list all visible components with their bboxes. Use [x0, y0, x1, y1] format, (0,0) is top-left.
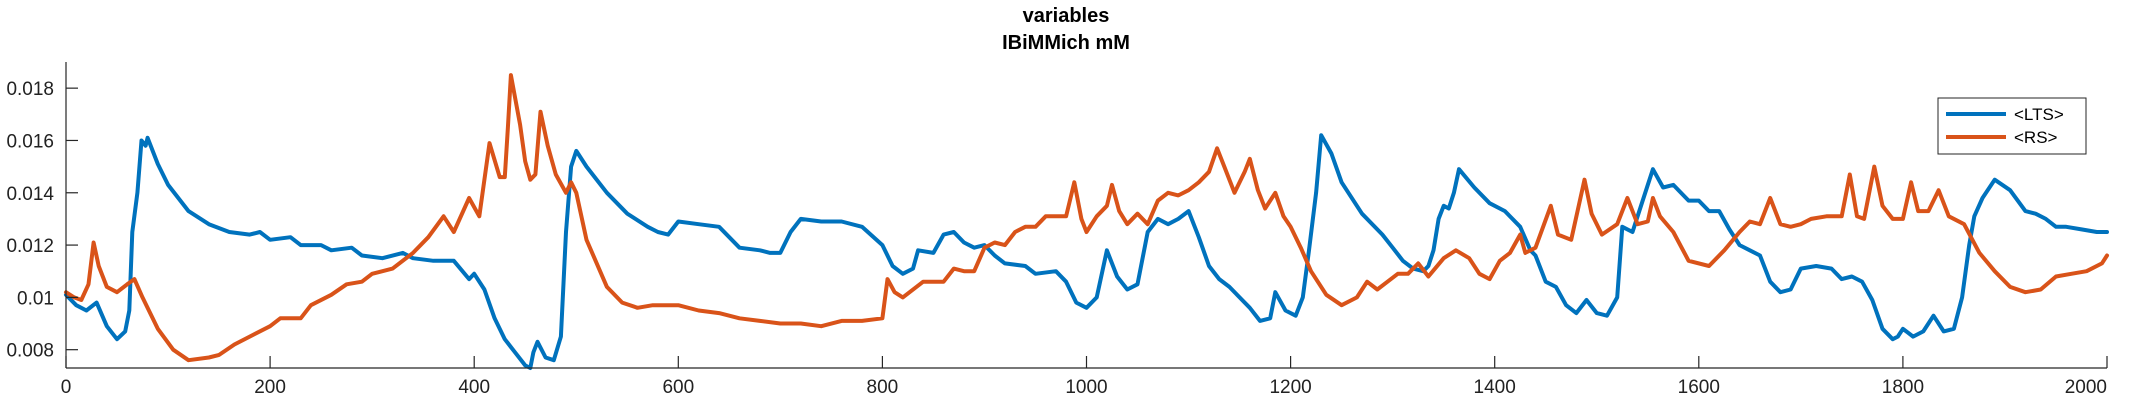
- x-tick-label: 1800: [1882, 377, 1924, 398]
- x-tick-label: 600: [662, 377, 694, 398]
- x-tick-label: 1400: [1474, 377, 1516, 398]
- x-tick-label: 1000: [1065, 377, 1107, 398]
- y-tick-label: 0.012: [6, 236, 54, 257]
- y-tick-label: 0.016: [6, 131, 54, 152]
- y-tick-label: 0.014: [6, 184, 54, 205]
- y-tick-label: 0.01: [17, 288, 54, 309]
- y-tick-label: 0.008: [6, 341, 54, 362]
- x-tick-label: 800: [867, 377, 899, 398]
- legend-label-1: <LTS>: [2014, 105, 2064, 124]
- x-tick-label: 1200: [1269, 377, 1311, 398]
- x-tick-label: 2000: [2065, 377, 2107, 398]
- series-line-2: [64, 73, 2109, 363]
- chart-subtitle: IBiMMich mM: [1002, 32, 1130, 54]
- x-tick-label: 400: [458, 377, 490, 398]
- plot-lines: [64, 73, 2109, 370]
- series-line-1: [64, 133, 2109, 370]
- x-tick-label: 1600: [1678, 377, 1720, 398]
- legend-label-2: <RS>: [2014, 128, 2058, 147]
- axes: 0 200 400 600 800 1000 1200 1400 1600 1800 2000 0.0…: [6, 62, 2108, 398]
- y-tick-label: 0.018: [6, 79, 54, 100]
- legend-box: [1937, 97, 2087, 155]
- legend: <LTS> <RS>: [1937, 97, 2087, 155]
- chart-title: variables: [1023, 5, 1110, 27]
- x-tick-label: 0: [61, 377, 72, 398]
- x-tick-label: 200: [254, 377, 286, 398]
